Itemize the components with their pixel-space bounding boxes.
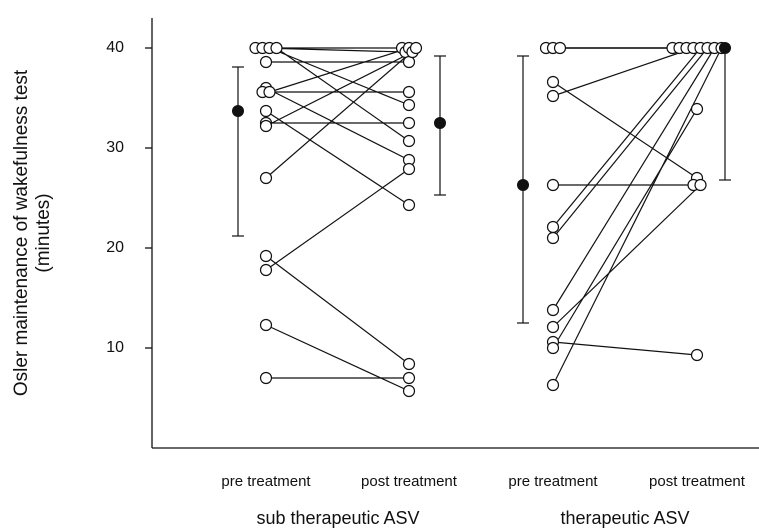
pre-point [553, 41, 567, 55]
post-point [402, 116, 416, 130]
pre-point [546, 75, 560, 89]
pair-line [269, 47, 410, 93]
pair-line [552, 47, 716, 311]
x-tick-label: pre treatment [508, 473, 598, 490]
pre-point [259, 171, 273, 185]
y-axis-label: Osler maintenance of wakefulness test [11, 69, 32, 396]
pre-point [546, 378, 560, 392]
post-point [402, 357, 416, 371]
pre-point [546, 231, 560, 245]
post-point [694, 178, 707, 192]
pair-line [265, 51, 413, 127]
pair-line [265, 110, 410, 206]
pre-point [263, 85, 276, 99]
pair-line [265, 324, 410, 392]
post-point [409, 41, 423, 55]
post-point [402, 85, 416, 99]
pair-line [552, 108, 698, 349]
post-point [402, 371, 416, 385]
pair-line [265, 47, 417, 179]
pre-point [270, 41, 283, 55]
y-tick-label: 20 [106, 239, 124, 256]
y-tick-label: 10 [106, 339, 124, 356]
pair-line [265, 87, 410, 161]
y-tick-label: 40 [106, 39, 124, 56]
pair-line [552, 47, 694, 97]
pre-point [259, 249, 273, 263]
post-point [402, 384, 416, 398]
pair-line [262, 47, 406, 53]
pre-point [259, 104, 273, 118]
post-point [402, 55, 416, 69]
post-point [690, 348, 704, 362]
pre-point [546, 178, 560, 192]
pair-line [552, 47, 708, 239]
pair-line [265, 255, 410, 365]
mean-point [434, 117, 446, 129]
group-label: therapeutic ASV [560, 508, 689, 528]
post-point [690, 102, 704, 116]
x-tick-label: pre treatment [221, 473, 311, 490]
pre-point [546, 341, 560, 355]
pair-line [269, 47, 410, 106]
pre-point [259, 263, 273, 277]
pre-point [259, 119, 273, 133]
pair-line [552, 47, 701, 228]
pair-line [265, 168, 410, 271]
x-tick-label: post treatment [649, 473, 746, 490]
y-tick-label: 30 [106, 139, 124, 156]
pre-point [259, 318, 273, 332]
x-tick-label: post treatment [361, 473, 458, 490]
pair-line [552, 184, 701, 328]
mean-point [232, 105, 244, 117]
pre-point [546, 220, 560, 234]
pre-point [546, 303, 560, 317]
post-point [402, 162, 416, 176]
mean-point [719, 42, 731, 54]
pre-point [546, 320, 560, 334]
pre-point [259, 55, 273, 69]
post-point [402, 134, 416, 148]
mean-point [517, 179, 529, 191]
y-axis-label: (minutes) [33, 193, 54, 272]
pair-line [552, 341, 698, 356]
post-point [402, 98, 416, 112]
pre-point [259, 371, 273, 385]
pair-line [276, 47, 410, 142]
group-label: sub therapeutic ASV [256, 508, 419, 528]
pre-point [546, 89, 560, 103]
post-point [402, 198, 416, 212]
pair-line [552, 81, 698, 179]
